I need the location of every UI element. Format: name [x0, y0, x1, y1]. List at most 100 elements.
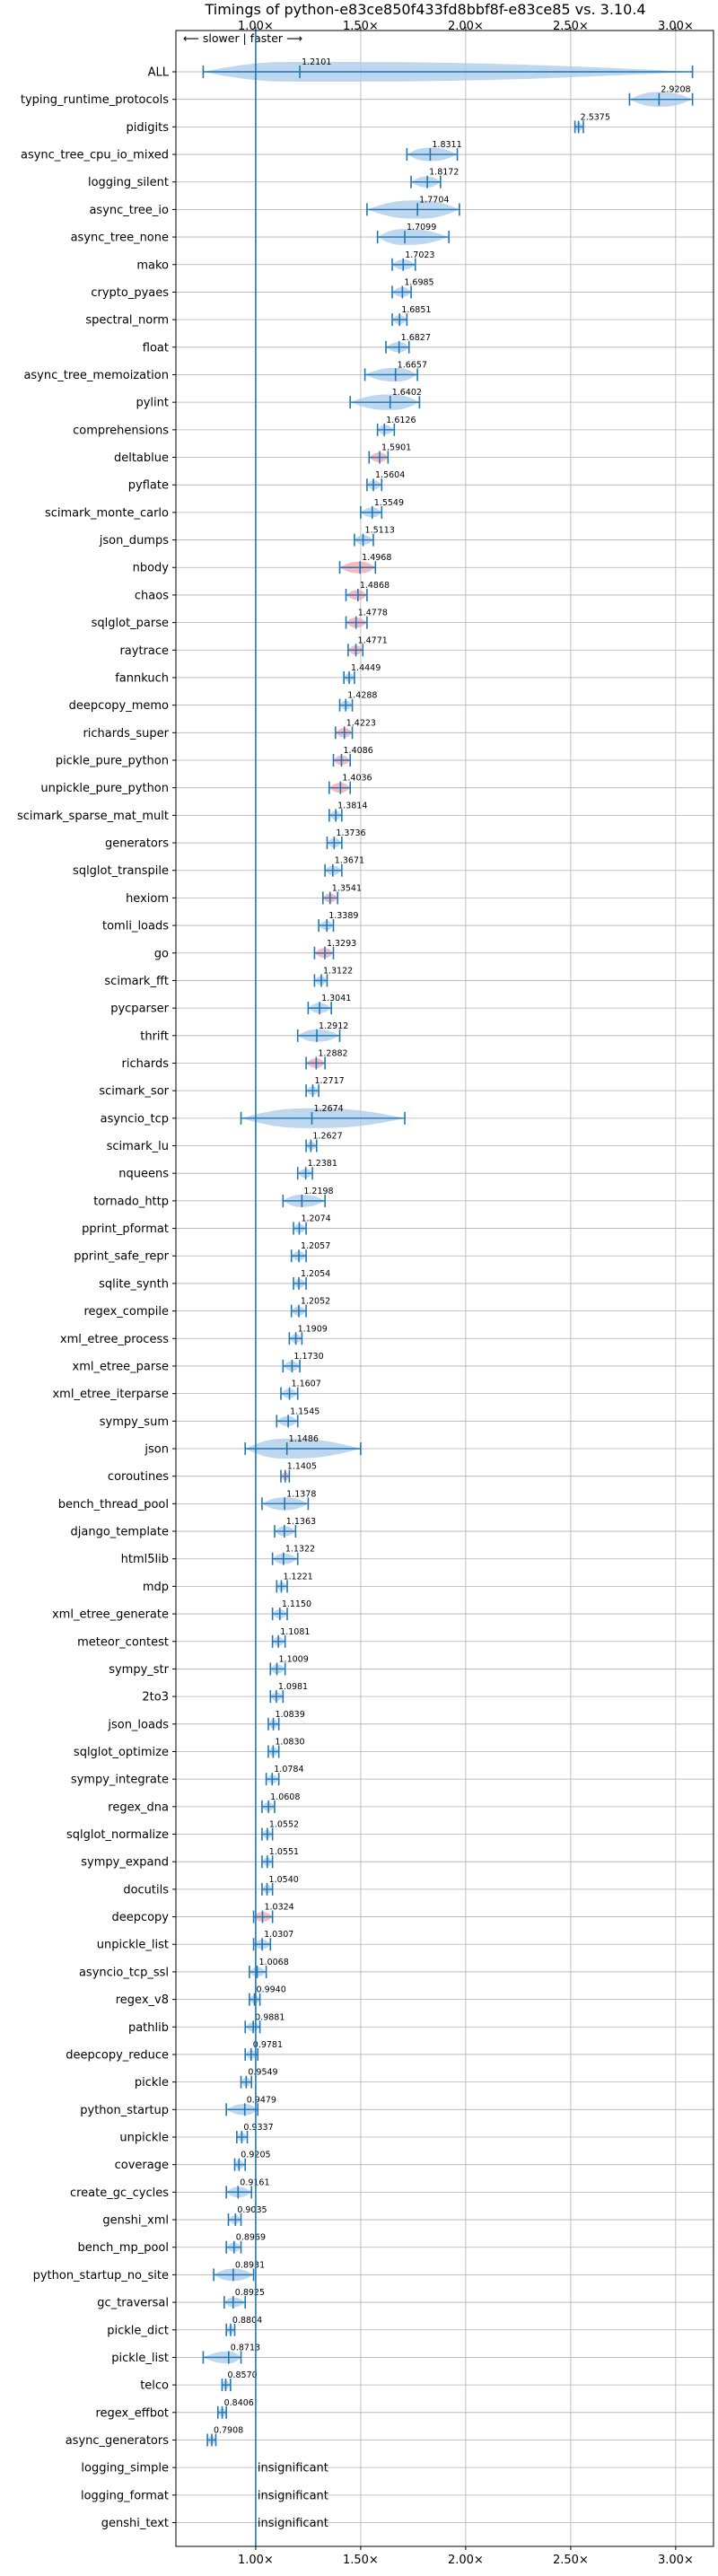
category-label: pycparser: [110, 1003, 169, 1016]
value-label: 1.1909: [298, 1324, 328, 1334]
category-label: async_generators: [66, 2434, 170, 2448]
category-label: json: [144, 1443, 169, 1457]
value-label: 1.6827: [401, 333, 431, 343]
value-label: 1.3122: [323, 966, 353, 976]
label-layer: ALL typing_runtime_protocols pidigits async…: [17, 57, 691, 2530]
value-label: 1.4449: [351, 663, 381, 673]
value-label: 2.9208: [661, 85, 690, 95]
category-label: coroutines: [108, 1470, 169, 1484]
value-label: 1.0830: [275, 1737, 304, 1747]
category-label: python_startup_no_site: [33, 2269, 169, 2282]
category-label: pprint_safe_repr: [74, 1250, 169, 1264]
value-label: 1.4778: [358, 609, 388, 618]
value-label: 1.3389: [328, 911, 358, 921]
category-label: regex_dna: [108, 1801, 169, 1814]
category-label: regex_effbot: [95, 2406, 169, 2420]
value-label: 1.0608: [270, 1792, 300, 1802]
value-label: 1.6985: [404, 277, 433, 287]
category-label: python_startup: [80, 2104, 169, 2117]
value-label: 1.1486: [289, 1434, 319, 1444]
insignificant-label: insignificant: [258, 2517, 328, 2530]
value-label: 1.4086: [344, 746, 373, 756]
category-label: async_tree_cpu_io_mixed: [21, 149, 169, 162]
category-label: richards_super: [83, 727, 169, 740]
value-label: 1.0068: [259, 1958, 289, 1967]
value-label: 1.4036: [342, 774, 372, 784]
category-label: async_tree_none: [71, 232, 169, 245]
category-label: nbody: [133, 562, 170, 575]
value-label: 1.3814: [337, 801, 367, 810]
x-tick-label-top: 3.00×: [658, 20, 694, 33]
category-label: fannkuch: [115, 671, 169, 685]
value-label: 1.4288: [347, 691, 377, 701]
category-label: deepcopy_reduce: [66, 2048, 169, 2062]
value-label: 0.9781: [253, 2040, 283, 2050]
category-label: deepcopy_memo: [69, 699, 169, 713]
category-label: comprehensions: [73, 424, 169, 437]
axis-layer: 1.00× 1.00× 1.50× 1.50× 2.00× 2.00× 2.50× 2.50×…: [172, 20, 714, 2567]
category-label: bench_thread_pool: [58, 1498, 169, 1511]
category-label: telco: [140, 2379, 169, 2393]
value-label: 1.4868: [360, 581, 390, 591]
value-label: 0.7908: [214, 2425, 243, 2435]
category-label: chaos: [135, 589, 169, 602]
value-label: 1.2052: [301, 1297, 330, 1307]
category-label: generators: [105, 837, 169, 851]
category-label: json_dumps: [99, 534, 169, 548]
value-label: 1.5549: [374, 498, 404, 508]
category-label: pyflate: [128, 479, 169, 493]
value-label: 1.6657: [398, 360, 427, 370]
category-label: mdp: [143, 1581, 169, 1594]
category-label: unpickle: [119, 2132, 169, 2145]
category-label: genshi_text: [101, 2517, 169, 2530]
category-label: pylint: [136, 397, 169, 410]
chart-title: Timings of python-e83ce850f433fd8bbf8f-e…: [204, 1, 645, 18]
value-label: 0.8969: [236, 2233, 266, 2243]
value-label: 1.4223: [346, 718, 376, 728]
value-label: 0.8925: [235, 2288, 265, 2298]
category-label: ALL: [148, 66, 170, 80]
category-label: unpickle_list: [97, 1939, 169, 1952]
value-label: 0.9881: [255, 2012, 285, 2022]
category-label: 2to3: [142, 1691, 169, 1704]
value-label: 1.2912: [319, 1021, 348, 1031]
category-label: create_gc_cycles: [70, 2186, 169, 2200]
category-label: xml_etree_parse: [73, 1360, 169, 1373]
value-label: 0.9479: [247, 2095, 276, 2105]
value-label: 1.8172: [429, 168, 459, 178]
category-label: hexiom: [126, 892, 169, 906]
category-label: sqlglot_optimize: [74, 1746, 169, 1759]
value-label: 1.2674: [313, 1104, 343, 1114]
category-label: regex_v8: [116, 1993, 169, 2007]
value-label: 1.7704: [419, 195, 449, 205]
value-label: 1.1363: [286, 1517, 316, 1527]
category-label: pidigits: [127, 121, 170, 135]
category-label: float: [143, 341, 169, 355]
value-label: 1.2717: [314, 1076, 344, 1086]
value-label: 0.8406: [224, 2398, 254, 2408]
category-label: spectral_norm: [85, 314, 169, 328]
value-label: 1.1545: [290, 1406, 320, 1416]
value-label: 1.2074: [301, 1214, 330, 1224]
grid-layer: [176, 31, 714, 2546]
category-label: logging_silent: [88, 176, 169, 189]
category-label: gc_traversal: [97, 2297, 169, 2310]
category-label: tomli_loads: [102, 920, 169, 933]
category-label: pathlib: [128, 2021, 169, 2035]
value-label: 0.9940: [257, 1985, 286, 1995]
value-label: 1.2627: [312, 1132, 342, 1142]
category-label: async_tree_io: [89, 204, 169, 217]
value-label: 0.9549: [248, 2068, 277, 2078]
insignificant-label: insignificant: [258, 2462, 328, 2475]
category-label: django_template: [71, 1526, 169, 1539]
category-label: xml_etree_process: [60, 1333, 169, 1346]
value-label: 1.1378: [286, 1489, 316, 1499]
value-label: 1.1607: [292, 1380, 321, 1389]
value-label: 1.1730: [293, 1352, 323, 1362]
category-label: nqueens: [118, 1168, 169, 1181]
value-label: 1.0551: [269, 1847, 299, 1857]
category-label: tornado_http: [93, 1195, 169, 1208]
direction-label: ⟵ slower | faster ⟶: [183, 31, 302, 45]
category-label: coverage: [115, 2159, 169, 2172]
x-tick-label-bottom: 1.00×: [238, 2554, 274, 2567]
